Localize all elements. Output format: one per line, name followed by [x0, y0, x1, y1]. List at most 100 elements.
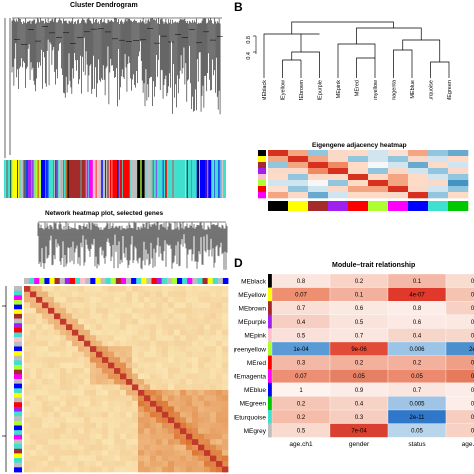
- heatmap-cell: [198, 291, 205, 298]
- trait-cell-value: 0.1: [413, 279, 422, 285]
- heatmap-cell: [54, 384, 61, 391]
- adjacency-cell: [348, 192, 369, 199]
- heatmap-cell: [210, 286, 217, 292]
- heatmap-cell: [156, 335, 163, 342]
- heatmap-cell: [204, 417, 211, 424]
- heatmap-cell: [42, 291, 49, 298]
- heatmap-cell: [24, 389, 31, 396]
- heatmap-cell: [174, 362, 181, 369]
- heatmap-cell: [132, 461, 139, 467]
- heatmap-cell: [36, 406, 43, 413]
- color-bar-stripe: [37, 160, 39, 198]
- heatmap-cell: [180, 379, 187, 385]
- heatmap-cell: [126, 324, 133, 331]
- heatmap-diagonal-cell: [222, 466, 229, 473]
- heatmap-cell: [60, 389, 67, 396]
- heatmap-cell: [132, 389, 139, 396]
- heatmap-cell: [126, 318, 133, 325]
- heatmap-cell: [216, 450, 223, 456]
- adjacency-cell: [308, 192, 329, 199]
- color-bar-stripe: [56, 160, 58, 198]
- heatmap-cell: [162, 357, 169, 363]
- heatmap-cell: [84, 444, 91, 451]
- heatmap-cell: [108, 296, 115, 303]
- color-bar-stripe: [95, 160, 97, 198]
- trait-cell-value: 0.006: [409, 347, 425, 353]
- heatmap-cell: [42, 373, 49, 380]
- heatmap-cell: [138, 362, 145, 369]
- heatmap-cell: [132, 313, 139, 320]
- heatmap-cell: [90, 362, 97, 369]
- heatmap-cell: [54, 417, 61, 424]
- heatmap-cell: [204, 351, 211, 358]
- heatmap-cell: [144, 433, 151, 440]
- heatmap-cell: [162, 389, 169, 396]
- heatmap-cell: [138, 417, 145, 424]
- module-label: MEmagenta: [234, 374, 266, 381]
- heatmap-cell: [156, 417, 163, 424]
- heatmap-cell: [108, 389, 115, 396]
- heatmap-cell: [126, 417, 133, 424]
- heatmap-cell: [138, 450, 145, 456]
- heatmap-cell: [150, 395, 157, 402]
- heatmap-cell: [78, 368, 85, 374]
- heatmap-cell: [48, 291, 55, 298]
- heatmap-cell: [222, 395, 229, 402]
- heatmap-cell: [60, 379, 67, 385]
- heatmap-cell: [90, 461, 97, 467]
- heatmap-cell: [132, 296, 139, 303]
- color-bar-stripe: [221, 160, 223, 198]
- heatmap-diagonal-cell: [198, 444, 205, 451]
- heatmap-cell: [30, 379, 37, 385]
- heatmap-cell: [36, 439, 43, 445]
- color-bar-stripe: [64, 160, 65, 198]
- color-bar-segment: [129, 160, 138, 198]
- heatmap-cell: [72, 362, 79, 369]
- heatmap-cell: [84, 346, 91, 352]
- heatmap-cell: [198, 411, 205, 418]
- adjacency-cell: [348, 180, 369, 187]
- color-bar-stripe: [165, 160, 167, 198]
- heatmap-cell: [174, 466, 181, 473]
- trait-cell: [445, 382, 474, 397]
- heatmap-cell: [102, 324, 109, 331]
- heatmap-cell: [60, 400, 67, 407]
- heatmap-diagonal-cell: [138, 389, 145, 396]
- color-bar-stripe: [195, 160, 197, 198]
- trait-cell-value: 0.7: [297, 306, 306, 312]
- heatmap-cell: [150, 466, 157, 473]
- heatmap-cell: [150, 318, 157, 325]
- heatmap-cell: [84, 291, 91, 298]
- adjacency-cell: [328, 174, 349, 181]
- trait-label: status: [408, 441, 426, 448]
- heatmap-cell: [102, 428, 109, 435]
- heatmap-cell: [210, 466, 217, 473]
- heatmap-cell: [54, 411, 61, 418]
- heatmap-cell: [180, 296, 187, 303]
- adjacency-row-color: [258, 174, 266, 181]
- heatmap-cell: [90, 335, 97, 342]
- heatmap-cell: [102, 379, 109, 385]
- heatmap-cell: [222, 455, 229, 462]
- heatmap-cell: [168, 411, 175, 418]
- heatmap-cell: [192, 400, 199, 407]
- heatmap-cell: [144, 368, 151, 374]
- adjacency-cell: [388, 192, 409, 199]
- heatmap-diagonal-cell: [126, 379, 133, 385]
- heatmap-cell: [156, 422, 163, 429]
- heatmap-cell: [108, 373, 115, 380]
- color-bar-stripe: [6, 160, 8, 198]
- heatmap-cell: [114, 324, 121, 331]
- heatmap-cell: [162, 351, 169, 358]
- heatmap-cell: [96, 313, 103, 320]
- trait-cell-value: 0.4: [297, 320, 306, 326]
- heatmap-cell: [108, 450, 115, 456]
- heatmap-cell: [114, 357, 121, 363]
- heatmap-cell: [102, 286, 109, 292]
- heatmap-cell: [132, 450, 139, 456]
- heatmap-cell: [204, 324, 211, 331]
- heatmap-top-color-bar: [171, 278, 178, 284]
- heatmap-cell: [48, 313, 55, 320]
- heatmap-cell: [180, 433, 187, 440]
- heatmap-cell: [192, 346, 199, 352]
